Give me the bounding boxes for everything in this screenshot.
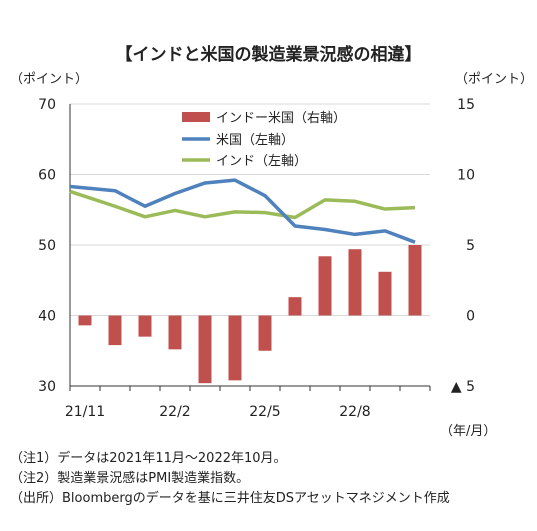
bar-8 bbox=[318, 256, 332, 316]
bar-11 bbox=[408, 245, 422, 316]
left-tick-label-0: 30 bbox=[38, 379, 56, 395]
bar-1 bbox=[108, 315, 122, 346]
bar-3 bbox=[168, 315, 182, 350]
india-line bbox=[69, 189, 416, 220]
period-unit: （年/月） bbox=[440, 424, 497, 439]
x-tick-label-2: 22/5 bbox=[249, 404, 280, 420]
right-tick-label-2: 5 bbox=[466, 238, 475, 254]
bar-0 bbox=[78, 315, 92, 326]
left-tick-label-3: 60 bbox=[38, 168, 56, 184]
legend-swatch-bar bbox=[182, 112, 210, 122]
left-axis-unit: （ポイント） bbox=[10, 72, 89, 87]
bar-6 bbox=[258, 315, 272, 351]
left-tick-label-4: 70 bbox=[38, 97, 56, 113]
note-source: （出所）Bloombergのデータを基に三井住友DSアセットマネジメント作成 bbox=[10, 491, 450, 506]
x-tick-label-3: 22/8 bbox=[339, 404, 370, 420]
bar-10 bbox=[378, 271, 392, 316]
legend-label-0: インドー米国（右軸） bbox=[216, 111, 346, 126]
x-tick-label-1: 22/2 bbox=[159, 404, 190, 420]
bar-2 bbox=[138, 315, 152, 337]
note-1: （注1）データは2021年11月～2022年10月。 bbox=[10, 451, 287, 466]
bar-7 bbox=[288, 297, 302, 316]
bar-4 bbox=[198, 315, 212, 384]
legend-label-2: インド（左軸） bbox=[216, 154, 307, 169]
note-2: （注2）製造業景況感はPMI製造業指数。 bbox=[10, 471, 250, 486]
right-tick-label-0: ▲ 5 bbox=[451, 379, 475, 395]
right-tick-label-4: 15 bbox=[457, 97, 475, 113]
right-tick-label-1: 0 bbox=[466, 309, 475, 325]
x-tick-label-0: 21/11 bbox=[65, 404, 105, 420]
right-tick-label-3: 10 bbox=[457, 168, 475, 184]
right-axis-unit: （ポイント） bbox=[455, 72, 534, 87]
bar-9 bbox=[348, 249, 362, 316]
us-line bbox=[69, 178, 416, 244]
left-tick-label-2: 50 bbox=[38, 238, 56, 254]
chart-title: 【インドと米国の製造業景況感の相違】 bbox=[115, 45, 422, 65]
legend-label-1: 米国（左軸） bbox=[216, 133, 294, 148]
left-tick-label-1: 40 bbox=[38, 309, 56, 325]
notes: （注1）データは2021年11月～2022年10月。 （注2）製造業景況感はPM… bbox=[10, 449, 450, 509]
bar-5 bbox=[228, 315, 242, 381]
